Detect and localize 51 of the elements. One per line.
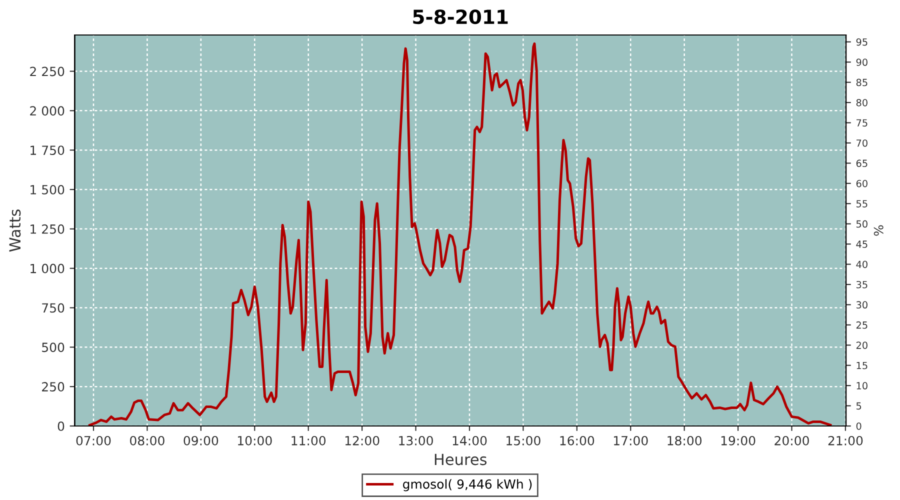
y-tick-label: 0 [58,421,64,431]
legend-label: gmosol( 9,446 kWh ) [403,479,532,492]
y2-tick-label: 95 [856,38,868,46]
y2-tick-label: 5 [856,402,862,410]
x-tick-label: 18:00 [668,436,702,446]
x-tick-label: 13:00 [399,436,433,446]
chart-title: 5-8-2011 [413,9,508,24]
y-tick-label: 1 500 [30,184,64,194]
y-tick-label: 500 [42,342,64,352]
y2-tick-label: 75 [856,119,868,127]
y2-tick-label: 10 [856,382,868,390]
x-tick-label: 20:00 [774,436,809,446]
y-tick-label: 250 [42,382,64,392]
line-series [88,42,832,426]
x-axis-title: Heures [434,454,487,466]
y-tick-label: 2 000 [30,106,64,116]
y2-tick-label: 45 [856,240,868,248]
x-tick-label: 10:00 [238,436,272,446]
y2-axis-title: % [874,225,884,236]
x-tick-label: 19:00 [721,436,756,446]
y2-tick-label: 40 [856,260,868,268]
x-tick-label: 15:00 [506,436,540,446]
x-tick-label: 12:00 [345,436,380,446]
y2-tick-label: 60 [856,180,868,188]
y2-tick-label: 30 [856,301,868,309]
x-tick-label: 07:00 [76,436,111,446]
x-tick-label: 09:00 [184,436,218,446]
y2-tick-label: 65 [856,160,868,168]
y2-tick-label: 70 [856,139,868,147]
y2-tick-label: 55 [856,200,868,208]
y-tick-label: 750 [42,303,64,313]
x-tick-label: 17:00 [614,436,648,446]
y2-tick-label: 80 [856,99,868,106]
x-tick-label: 08:00 [130,436,164,446]
y2-tick-label: 35 [856,280,868,288]
y2-tick-label: 0 [856,422,862,430]
y2-tick-label: 85 [856,78,868,86]
x-tick-label: 16:00 [560,436,594,446]
y2-tick-label: 50 [856,220,868,228]
y2-tick-label: 25 [856,321,868,329]
y-tick-label: 2 250 [30,66,64,76]
x-tick-label: 14:00 [452,436,487,446]
y-tick-label: 1 750 [30,146,64,156]
y2-tick-label: 90 [856,58,868,66]
x-tick-label: 21:00 [828,436,863,446]
x-tick-label: 11:00 [292,436,326,446]
y2-tick-label: 15 [856,362,868,370]
y-tick-label: 1 000 [30,264,64,274]
y-axis-title: Watts [9,210,21,252]
y-tick-label: 1 250 [30,224,64,234]
y2-tick-label: 20 [856,342,868,349]
